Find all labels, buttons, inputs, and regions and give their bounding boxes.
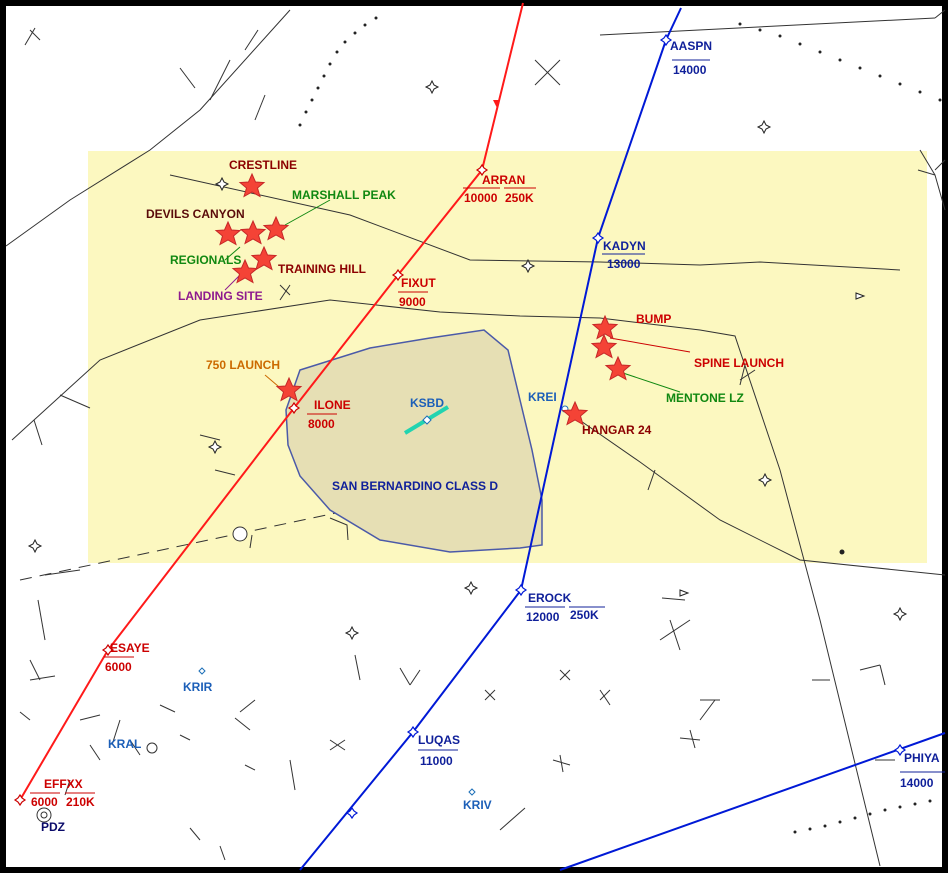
airport-label-pdz: PDZ — [41, 820, 65, 834]
fix-alt-aaspn: 14000 — [673, 63, 707, 77]
fix-speed-effxx: 210K — [66, 795, 95, 809]
fix-alt-luqas: 11000 — [420, 754, 453, 768]
site-label-750-launch: 750 LAUNCH — [206, 358, 280, 372]
site-label-landing-site: LANDING SITE — [178, 289, 263, 303]
airport-circle-icon — [233, 527, 247, 541]
site-label-training-hill: TRAINING HILL — [278, 262, 366, 276]
fix-name-aaspn: AASPN — [670, 39, 712, 53]
site-label-spine-launch: SPINE LAUNCH — [694, 356, 784, 370]
fix-alt-ilone: 8000 — [308, 417, 335, 431]
site-label-mentone-lz: MENTONE LZ — [666, 391, 744, 405]
fix-speed-arran: 250K — [505, 191, 534, 205]
fix-alt-effxx: 6000 — [31, 795, 58, 809]
site-label-hangar-24: HANGAR 24 — [582, 423, 652, 437]
airport-kral-icon — [147, 743, 157, 753]
fix-name-fixut: FIXUT — [401, 276, 436, 290]
airport-label-krir: KRIR — [183, 680, 213, 694]
site-label-marshall-peak: MARSHALL PEAK — [292, 188, 396, 202]
site-label-crestline: CRESTLINE — [229, 158, 297, 172]
fix-name-arran: ARRAN — [482, 173, 525, 187]
fix-alt-phiya: 14000 — [900, 776, 934, 790]
site-label-devils-canyon: DEVILS CANYON — [146, 207, 245, 221]
site-label-bump: BUMP — [636, 312, 671, 326]
fix-alt-kadyn: 13000 — [607, 257, 641, 271]
fix-name-esaye: ESAYE — [110, 641, 150, 655]
fix-speed-erock: 250K — [570, 608, 599, 622]
fix-alt-fixut: 9000 — [399, 295, 426, 309]
site-label-regionals: REGIONALS — [170, 253, 241, 267]
fix-name-effxx: EFFXX — [44, 777, 83, 791]
fix-alt-arran: 10000 — [464, 191, 498, 205]
airport-label-kral: KRAL — [108, 737, 141, 751]
airport-label-kriv: KRIV — [463, 798, 492, 812]
fix-name-erock: EROCK — [528, 591, 572, 605]
airport-label-ksbd: KSBD — [410, 396, 444, 410]
fix-name-ilone: ILONE — [314, 398, 351, 412]
fix-name-phiya: PHIYA — [904, 751, 940, 765]
class-d-label: SAN BERNARDINO CLASS D — [332, 479, 498, 493]
fix-name-kadyn: KADYN — [603, 239, 646, 253]
fix-alt-esaye: 6000 — [105, 660, 132, 674]
fix-name-luqas: LUQAS — [418, 733, 460, 747]
fix-alt-erock: 12000 — [526, 610, 560, 624]
airport-label-krei: KREI — [528, 390, 557, 404]
